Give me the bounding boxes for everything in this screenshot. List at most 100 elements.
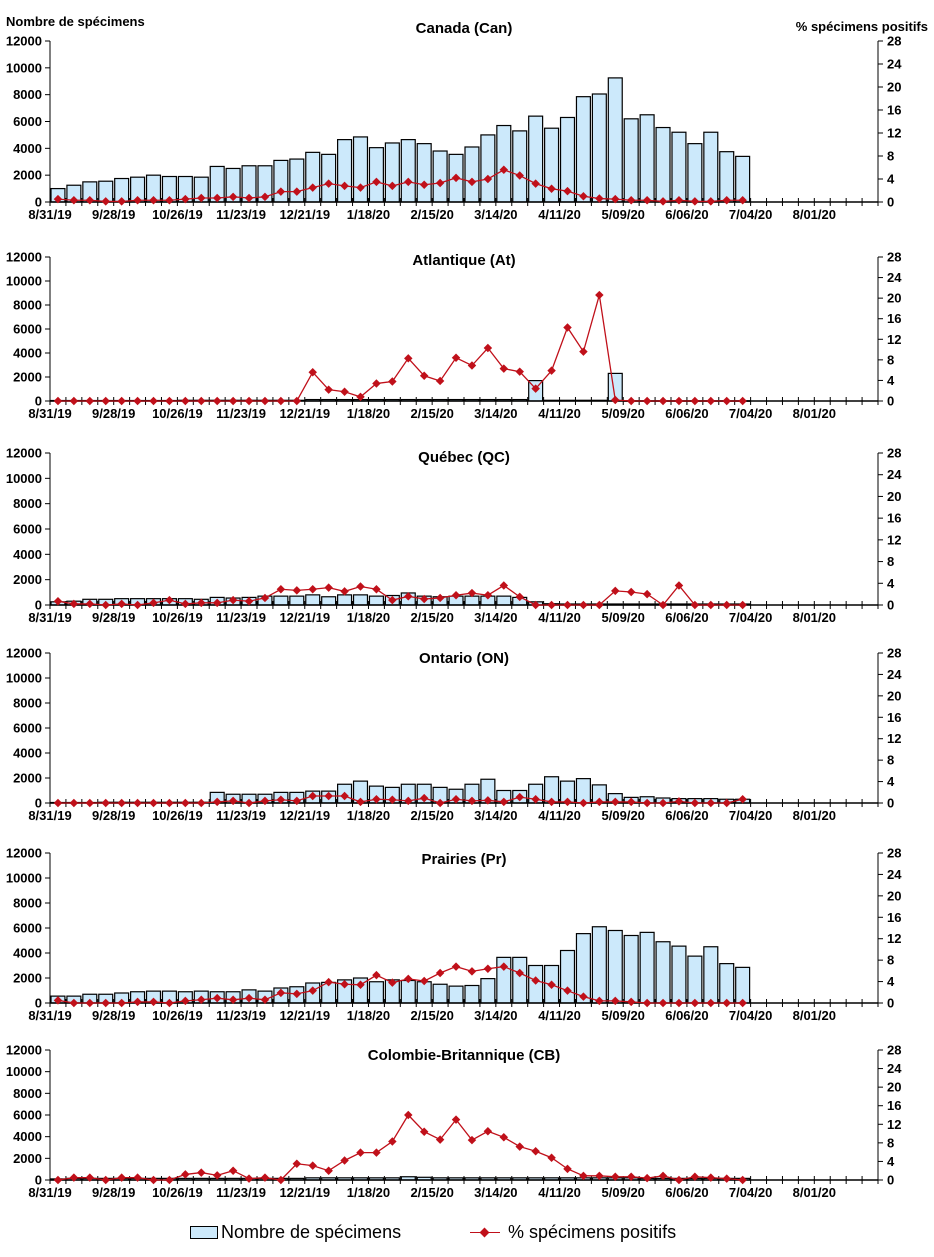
left-axis-title: Nombre de spécimens [6,14,145,29]
positivity-point [690,396,700,406]
x-tick-label: 12/21/19 [279,406,330,421]
x-tick-label: 10/26/19 [152,207,203,222]
y-tick-label: 10000 [6,871,42,886]
positivity-point [547,1153,556,1162]
legend: Nombre de spécimens % spécimens positifs [0,1222,934,1250]
specimen-bar [321,596,337,606]
positivity-point [626,396,636,406]
y2-tick-label: 12 [887,731,901,746]
specimen-bar [528,115,544,203]
positivity-point [563,986,572,995]
positivity-point [642,998,652,1008]
y-tick-label: 10000 [6,60,42,75]
positivity-point [101,1175,110,1185]
x-tick-label: 3/14/20 [474,610,517,625]
x-tick-label: 9/28/19 [92,1008,135,1023]
positivity-point [674,998,684,1008]
positivity-point [324,583,333,592]
y2-tick-label: 4 [887,1154,895,1169]
x-tick-label: 6/06/20 [665,1185,708,1200]
positivity-point [690,1172,700,1181]
y-tick-label: 6000 [13,322,42,337]
x-tick-label: 2/15/20 [410,808,453,823]
specimen-bar [368,595,384,606]
positivity-point [133,396,142,406]
specimen-bar [671,945,687,1004]
positivity-point [451,353,461,363]
y2-tick-label: 28 [887,250,901,265]
positivity-point [340,387,349,396]
specimen-bar [735,155,751,203]
specimen-bar [591,93,607,203]
positivity-point [292,796,302,806]
y2-tick-label: 0 [887,394,894,409]
positivity-point [260,396,270,406]
positivity-point [388,181,397,191]
positivity-point [611,797,620,807]
specimen-bar [432,983,448,1004]
positivity-point [738,795,747,804]
x-tick-label: 8/31/19 [28,207,71,222]
y-tick-label: 2000 [13,370,42,385]
y-tick-label: 4000 [13,141,42,156]
positivity-point [212,396,222,406]
positivity-point [674,1175,684,1185]
positivity-point [260,1173,270,1182]
specimen-bar [496,595,512,606]
positivity-point [85,798,95,808]
positivity-point [388,377,397,386]
positivity-point [738,998,747,1008]
x-tick-label: 9/28/19 [92,610,135,625]
positivity-point [642,396,652,406]
x-tick-label: 3/14/20 [474,808,517,823]
positivity-point [451,173,461,183]
specimen-bar [735,966,751,1004]
positivity-point [722,1174,731,1183]
positivity-point [276,396,286,406]
specimen-bar [400,979,416,1004]
positivity-point [499,581,509,590]
positivity-point [356,1148,365,1157]
positivity-point [149,798,158,808]
positivity-point [706,396,716,406]
x-tick-label: 8/31/19 [28,406,71,421]
x-tick-label: 7/04/20 [729,1008,772,1023]
y-tick-label: 0 [35,796,42,811]
positivity-point [435,798,445,808]
positivity-point [611,1172,620,1181]
positivity-point [483,1127,493,1136]
specimen-bar [273,595,289,606]
x-tick-label: 8/01/20 [793,610,836,625]
positivity-point [260,796,270,806]
x-tick-label: 8/01/20 [793,406,836,421]
positivity-point [595,290,604,300]
line-marker-icon [470,1227,500,1239]
positivity-point [340,791,349,801]
y-tick-label: 12000 [6,1043,42,1058]
specimen-bar [464,595,480,606]
positivity-point [324,179,333,188]
positivity-point [531,384,540,393]
x-tick-label: 6/06/20 [665,406,708,421]
positivity-point [531,976,540,985]
specimen-bar [368,981,384,1004]
positivity-point [658,600,668,610]
x-tick-label: 7/04/20 [729,808,772,823]
positivity-point [595,797,604,807]
positivity-point [117,798,126,808]
y-tick-label: 6000 [13,114,42,129]
positivity-point [738,396,747,406]
specimen-bar [591,926,607,1004]
positivity-point [642,589,652,599]
specimen-bar [655,126,671,203]
specimen-bar [639,931,655,1004]
y-tick-label: 4000 [13,547,42,562]
positivity-point [674,797,684,806]
positivity-point [372,379,381,388]
positivity-point [69,798,79,808]
x-tick-label: 7/04/20 [729,610,772,625]
specimen-bar [464,984,480,1004]
positivity-point [515,367,524,376]
positivity-point [404,1110,413,1120]
positivity-point [658,998,668,1008]
